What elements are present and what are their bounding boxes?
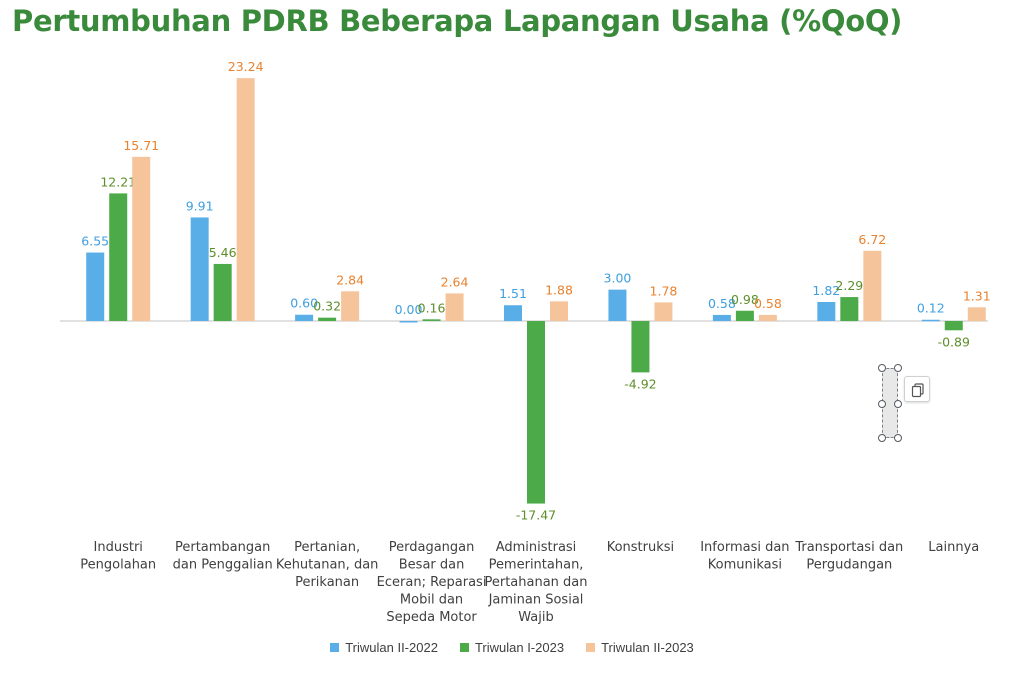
category-label: Pertambangan	[175, 540, 270, 555]
category-label: Mobil dan	[400, 593, 463, 608]
resize-handle-bottom-left[interactable]	[878, 434, 886, 442]
category-label: Konstruksi	[607, 540, 674, 555]
category-label: Komunikasi	[708, 558, 782, 573]
data-label: 1.78	[650, 283, 678, 298]
legend-entry: Triwulan II-2023	[586, 640, 694, 655]
data-label: 12.21	[100, 174, 136, 189]
bar	[132, 156, 151, 321]
category-label: Eceran; Reparasi	[377, 575, 487, 590]
category-label: Pemerintahan,	[489, 558, 584, 573]
category-label: dan Penggalian	[173, 558, 273, 573]
data-label: 1.31	[963, 288, 991, 303]
resize-handle-middle-left[interactable]	[878, 400, 886, 408]
data-label: 6.72	[858, 232, 886, 247]
bar	[422, 319, 441, 321]
legend-label: Triwulan II-2023	[601, 640, 694, 655]
data-label: 1.88	[545, 282, 573, 297]
data-label: -17.47	[516, 508, 556, 523]
bar	[654, 302, 673, 321]
category-label: Kehutanan, dan	[276, 558, 379, 573]
category-label: Pengolahan	[80, 558, 156, 573]
data-label: 6.55	[81, 234, 109, 249]
legend-entry: Triwulan I-2023	[459, 640, 565, 655]
bar	[631, 321, 650, 373]
resize-handle-top-left[interactable]	[878, 364, 886, 372]
data-label: 1.82	[812, 283, 840, 298]
data-label: 0.16	[418, 300, 446, 315]
data-label: 0.98	[731, 292, 759, 307]
data-label: 1.51	[499, 286, 527, 301]
bar	[399, 321, 418, 323]
bar	[735, 310, 754, 321]
chart-legend: Triwulan II-2022 Triwulan I-2023 Triwulan …	[0, 640, 1024, 655]
category-label: Pertahanan dan	[484, 575, 587, 590]
bar	[295, 314, 314, 321]
data-label: 9.91	[186, 198, 214, 213]
data-label: 0.32	[313, 299, 341, 314]
resize-handle-middle-right[interactable]	[894, 400, 902, 408]
bar	[758, 314, 777, 321]
bar	[318, 317, 337, 321]
bar	[817, 301, 836, 321]
category-label: Transportasi dan	[794, 540, 903, 555]
bar	[944, 321, 963, 331]
data-label: 0.12	[917, 301, 945, 316]
chart-title: Pertumbuhan PDRB Beberapa Lapangan Usaha…	[12, 4, 903, 38]
data-label: -4.92	[624, 376, 656, 391]
category-label: Informasi dan	[700, 540, 789, 555]
bar	[504, 305, 522, 321]
bar	[921, 319, 940, 322]
bar	[445, 293, 464, 321]
legend-entry: Triwulan II-2022	[330, 640, 438, 655]
resize-handle-top-right[interactable]	[894, 364, 902, 372]
legend-swatch	[586, 643, 596, 652]
category-label: Industri	[94, 540, 143, 555]
bar	[213, 263, 232, 321]
category-label: Pertanian,	[294, 540, 360, 555]
legend-label: Triwulan II-2022	[345, 640, 438, 655]
bar	[608, 289, 627, 321]
bar	[190, 217, 209, 321]
bar	[109, 193, 128, 321]
bar	[712, 314, 731, 321]
data-label: 0.00	[395, 302, 423, 317]
legend-label: Triwulan I-2023	[474, 640, 565, 655]
data-label: 2.64	[441, 274, 469, 289]
data-label: 3.00	[604, 271, 632, 286]
data-label: -0.89	[938, 334, 970, 349]
bar	[840, 297, 859, 321]
bar	[967, 307, 986, 321]
bar	[527, 321, 545, 504]
data-label: 23.24	[228, 59, 264, 74]
data-label: 0.58	[708, 296, 736, 311]
bar	[863, 250, 882, 321]
data-label: 5.46	[209, 245, 237, 260]
bar	[550, 301, 568, 321]
data-label: 2.84	[336, 272, 364, 287]
bar	[341, 291, 360, 321]
category-label: Pergudangan	[806, 558, 892, 573]
data-label: 2.29	[835, 278, 863, 293]
selected-shape-placeholder[interactable]	[878, 364, 902, 442]
bar	[86, 252, 105, 321]
category-label: Wajib	[518, 610, 553, 625]
legend-swatch	[330, 643, 340, 652]
copy-button[interactable]	[904, 376, 930, 402]
category-label: Sepeda Motor	[386, 610, 477, 625]
category-label: Jaminan Sosial	[488, 593, 584, 608]
bar	[236, 78, 255, 321]
copy-icon	[911, 383, 924, 398]
category-label: Administrasi	[496, 540, 577, 555]
category-label: Perikanan	[295, 575, 359, 590]
category-label: Perdagangan	[389, 540, 475, 555]
category-label: Lainnya	[928, 540, 979, 555]
category-label: Besar dan	[399, 558, 465, 573]
data-label: 0.60	[290, 296, 318, 311]
data-label: 15.71	[123, 138, 159, 153]
resize-handle-bottom-right[interactable]	[894, 434, 902, 442]
legend-swatch	[459, 643, 469, 652]
data-label: 0.58	[754, 296, 782, 311]
